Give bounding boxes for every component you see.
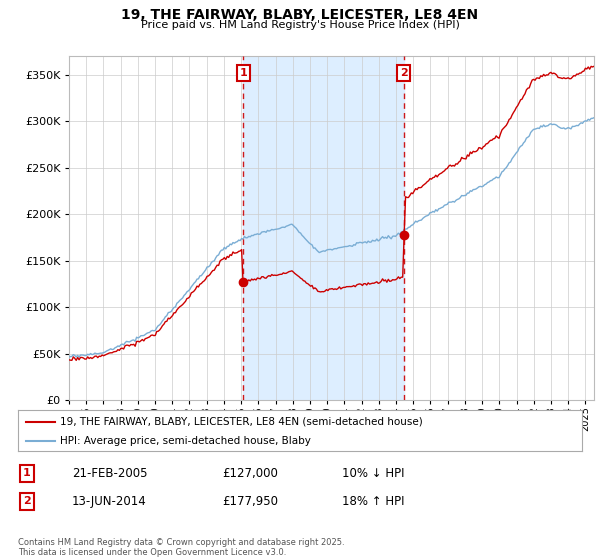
- Text: Price paid vs. HM Land Registry's House Price Index (HPI): Price paid vs. HM Land Registry's House …: [140, 20, 460, 30]
- Text: 1: 1: [239, 68, 247, 78]
- Text: 10% ↓ HPI: 10% ↓ HPI: [342, 466, 404, 480]
- Text: Contains HM Land Registry data © Crown copyright and database right 2025.
This d: Contains HM Land Registry data © Crown c…: [18, 538, 344, 557]
- Text: 2: 2: [23, 496, 31, 506]
- Bar: [244, 56, 404, 400]
- Text: 19, THE FAIRWAY, BLABY, LEICESTER, LE8 4EN (semi-detached house): 19, THE FAIRWAY, BLABY, LEICESTER, LE8 4…: [60, 417, 423, 427]
- Text: 1: 1: [23, 468, 31, 478]
- Text: HPI: Average price, semi-detached house, Blaby: HPI: Average price, semi-detached house,…: [60, 436, 311, 446]
- Text: 19, THE FAIRWAY, BLABY, LEICESTER, LE8 4EN: 19, THE FAIRWAY, BLABY, LEICESTER, LE8 4…: [121, 8, 479, 22]
- Text: 2: 2: [400, 68, 407, 78]
- Text: £127,000: £127,000: [222, 466, 278, 480]
- Text: 21-FEB-2005: 21-FEB-2005: [72, 466, 148, 480]
- Text: 13-JUN-2014: 13-JUN-2014: [72, 494, 147, 508]
- Text: 18% ↑ HPI: 18% ↑ HPI: [342, 494, 404, 508]
- Text: £177,950: £177,950: [222, 494, 278, 508]
